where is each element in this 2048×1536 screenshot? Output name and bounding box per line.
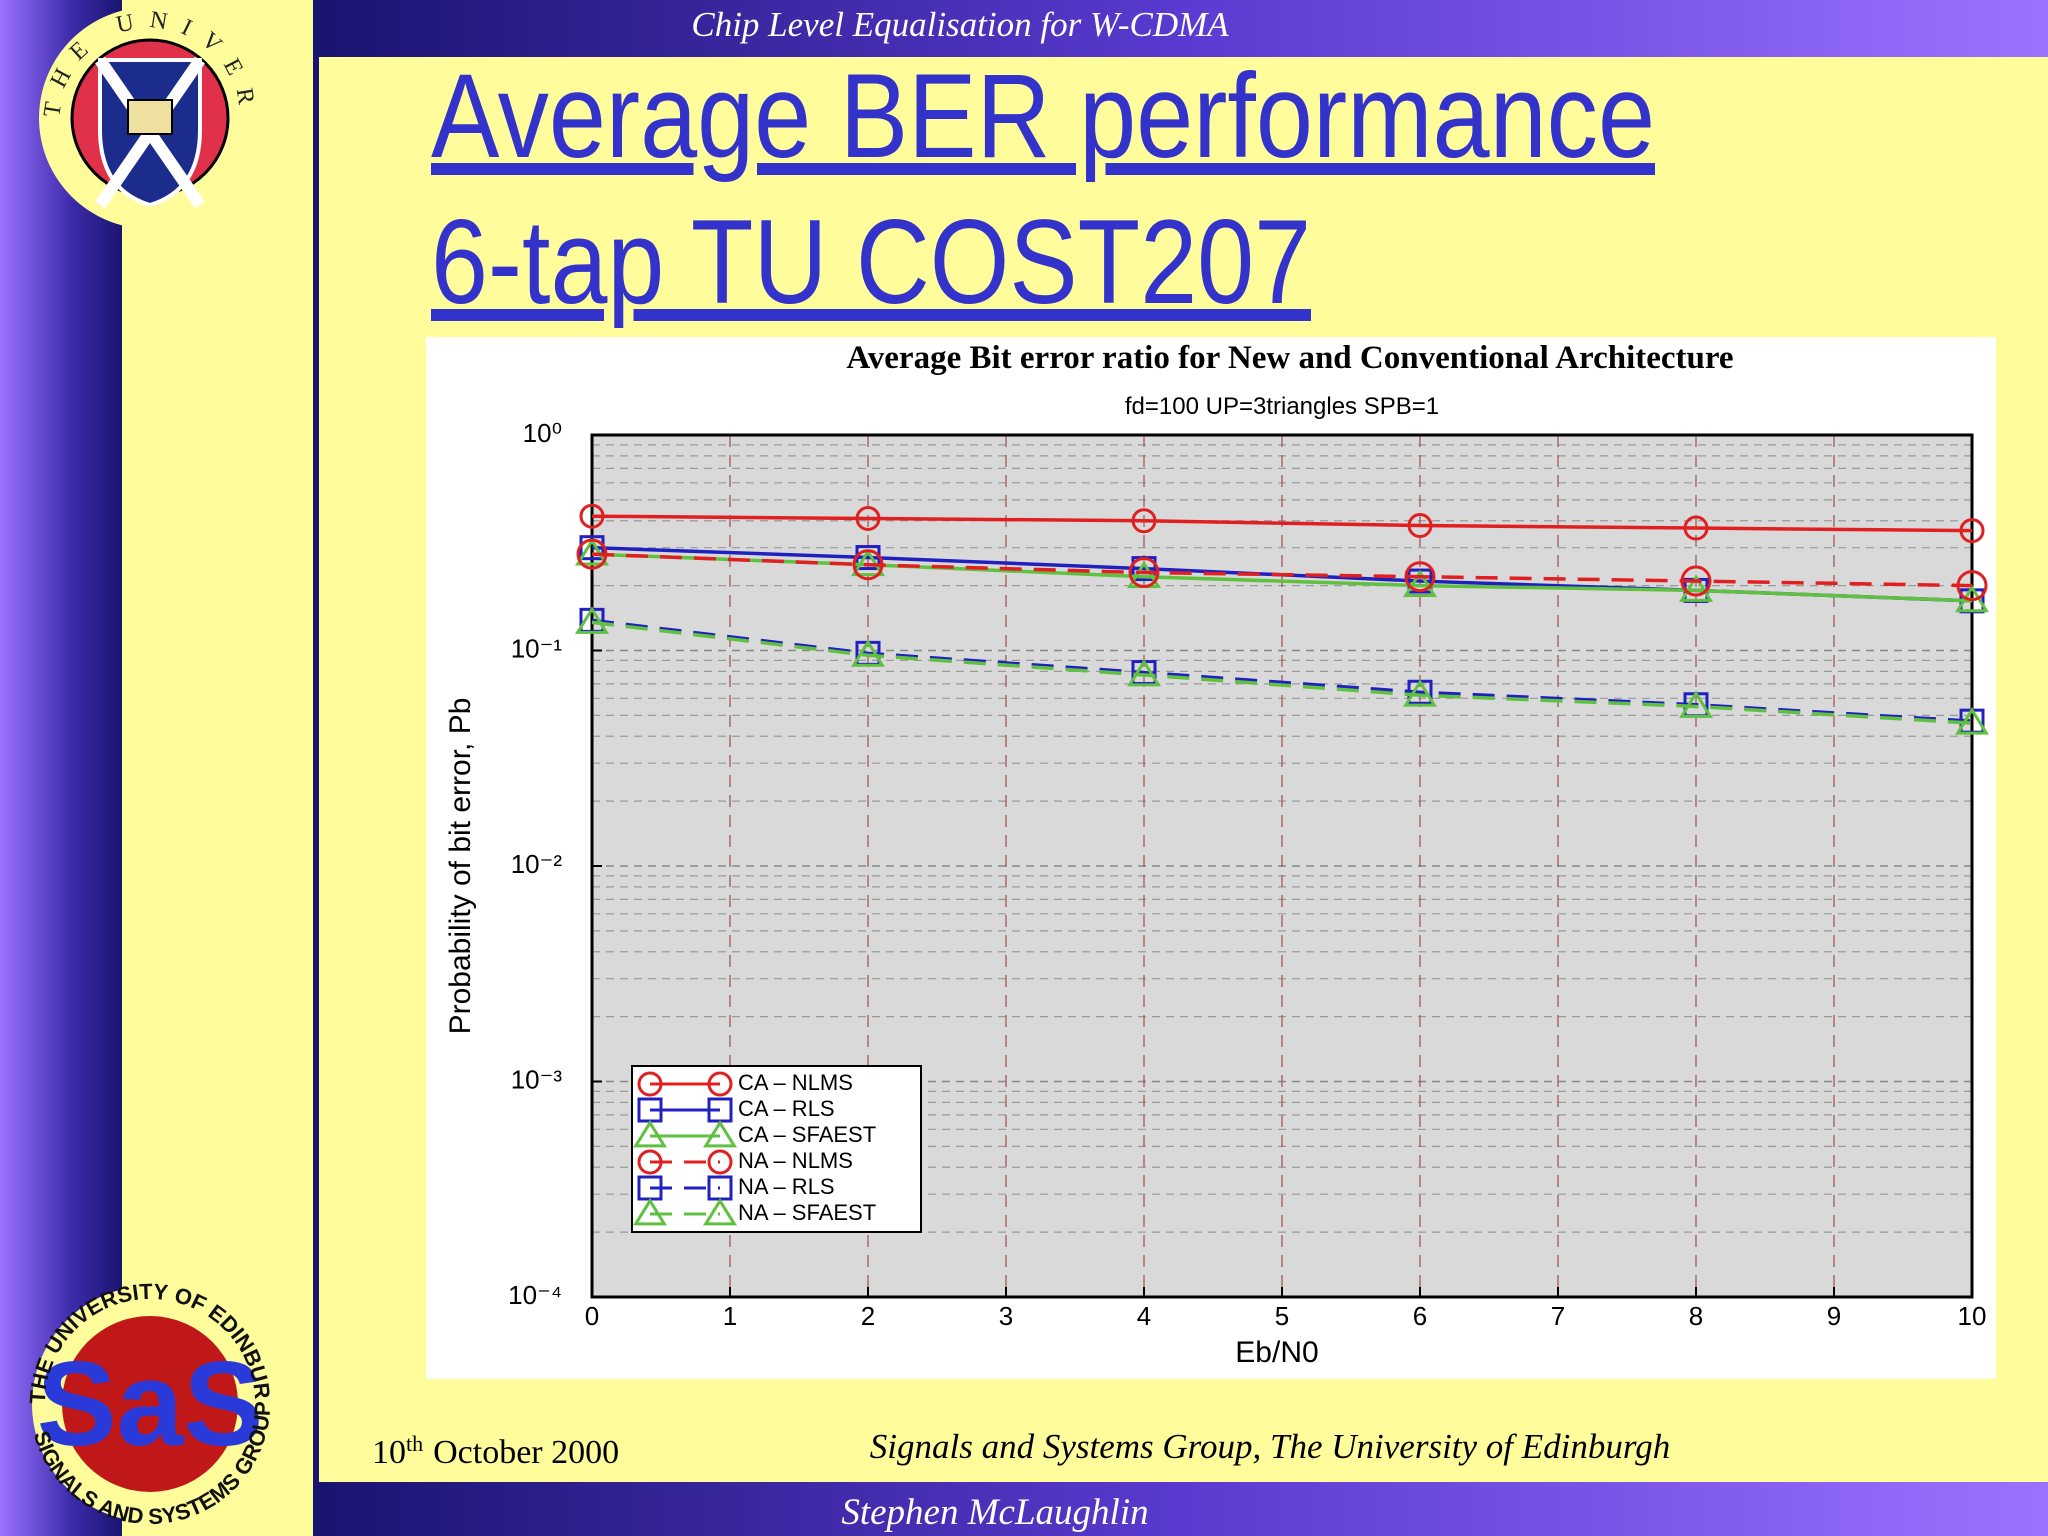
marker	[575, 538, 609, 566]
sas-letters: SaS	[37, 1337, 264, 1471]
legend-label: NA – SFAEST	[738, 1200, 876, 1225]
marker	[1127, 658, 1161, 687]
y-tick-label: 10⁻⁴	[508, 1280, 562, 1310]
legend-box	[631, 1065, 922, 1233]
footer-date: 10th October 2000	[372, 1431, 619, 1471]
date-rest: October 2000	[433, 1434, 619, 1471]
series-line	[591, 620, 1973, 725]
y-tick-label: 10⁻¹	[511, 633, 563, 663]
x-tick-label: 10	[1958, 1301, 1987, 1331]
legend-label: NA – RLS	[738, 1174, 835, 1199]
marker	[851, 548, 885, 577]
marker	[1955, 707, 1989, 735]
legend-label: CA – RLS	[738, 1096, 835, 1121]
marker	[707, 1071, 733, 1097]
marker	[1956, 570, 1988, 602]
crest-book	[127, 99, 173, 135]
marker	[637, 1149, 663, 1175]
legend-label: CA – NLMS	[738, 1070, 853, 1095]
marker	[703, 1197, 737, 1226]
legend-label: CA – SFAEST	[738, 1122, 876, 1147]
y-axis-label: Probability of bit error, Pb	[444, 698, 477, 1035]
side-band	[0, 0, 122, 1536]
header-bar	[319, 0, 2048, 57]
marker	[579, 503, 605, 529]
footer-group: Signals and Systems Group, The Universit…	[870, 1427, 1670, 1466]
x-tick-label: 1	[723, 1301, 737, 1331]
header-text: Chip Level Equalisation for W-CDMA	[691, 5, 1229, 44]
x-tick-label: 4	[1137, 1301, 1151, 1331]
marker	[1407, 513, 1433, 539]
date-day: 10	[372, 1434, 406, 1471]
x-tick-label: 6	[1413, 1301, 1427, 1331]
x-tick-label: 3	[999, 1301, 1013, 1331]
y-tick-label: 10⁰	[523, 418, 562, 448]
x-tick-label: 9	[1827, 1301, 1841, 1331]
series-line	[591, 552, 1973, 588]
marker	[1683, 515, 1709, 541]
x-tick-label: 2	[861, 1301, 875, 1331]
divider	[313, 0, 319, 1536]
marker	[576, 538, 608, 570]
y-tick-label: 10⁻³	[511, 1064, 563, 1094]
date-suffix: th	[406, 1431, 423, 1456]
chart-title: Average Bit error ratio for New and Conv…	[846, 340, 1733, 376]
series-line	[591, 618, 1973, 723]
legend-label: NA – NLMS	[738, 1148, 853, 1173]
marker	[1679, 690, 1713, 718]
marker	[703, 1119, 737, 1148]
marker	[852, 549, 884, 581]
marker	[1131, 508, 1157, 534]
y-tick-label: 10⁻²	[511, 849, 563, 879]
marker	[1959, 518, 1985, 544]
marker	[633, 1197, 667, 1226]
plot-frame	[590, 433, 1974, 1299]
chart: Average Bit error ratio for New and Conv…	[426, 337, 1996, 1379]
x-tick-label: 0	[585, 1301, 599, 1331]
series-line	[591, 514, 1973, 533]
marker	[851, 639, 885, 667]
x-tick-label: 5	[1275, 1301, 1289, 1331]
marker	[1403, 679, 1437, 707]
chart-subtitle: fd=100 UP=3triangles SPB=1	[1125, 393, 1439, 420]
marker	[575, 606, 609, 634]
presenter: Stephen McLaughlin	[841, 1492, 1148, 1533]
marker	[1403, 569, 1437, 598]
marker	[637, 1071, 663, 1097]
marker	[1404, 561, 1436, 593]
marker	[855, 505, 881, 531]
x-tick-label: 7	[1551, 1301, 1565, 1331]
marker	[707, 1149, 733, 1175]
series-line	[591, 552, 1973, 603]
slide-title: 6-tap TU COST207	[431, 195, 1311, 329]
x-axis-label: Eb/N0	[1235, 1336, 1318, 1369]
slide-title: Average BER performance	[431, 49, 1655, 183]
marker	[1679, 574, 1713, 602]
marker	[1680, 565, 1712, 597]
marker	[633, 1119, 667, 1148]
sas-disc	[62, 1316, 238, 1492]
footer-bar	[319, 1482, 2048, 1536]
marker	[1128, 557, 1160, 589]
x-tick-label: 8	[1689, 1301, 1703, 1331]
